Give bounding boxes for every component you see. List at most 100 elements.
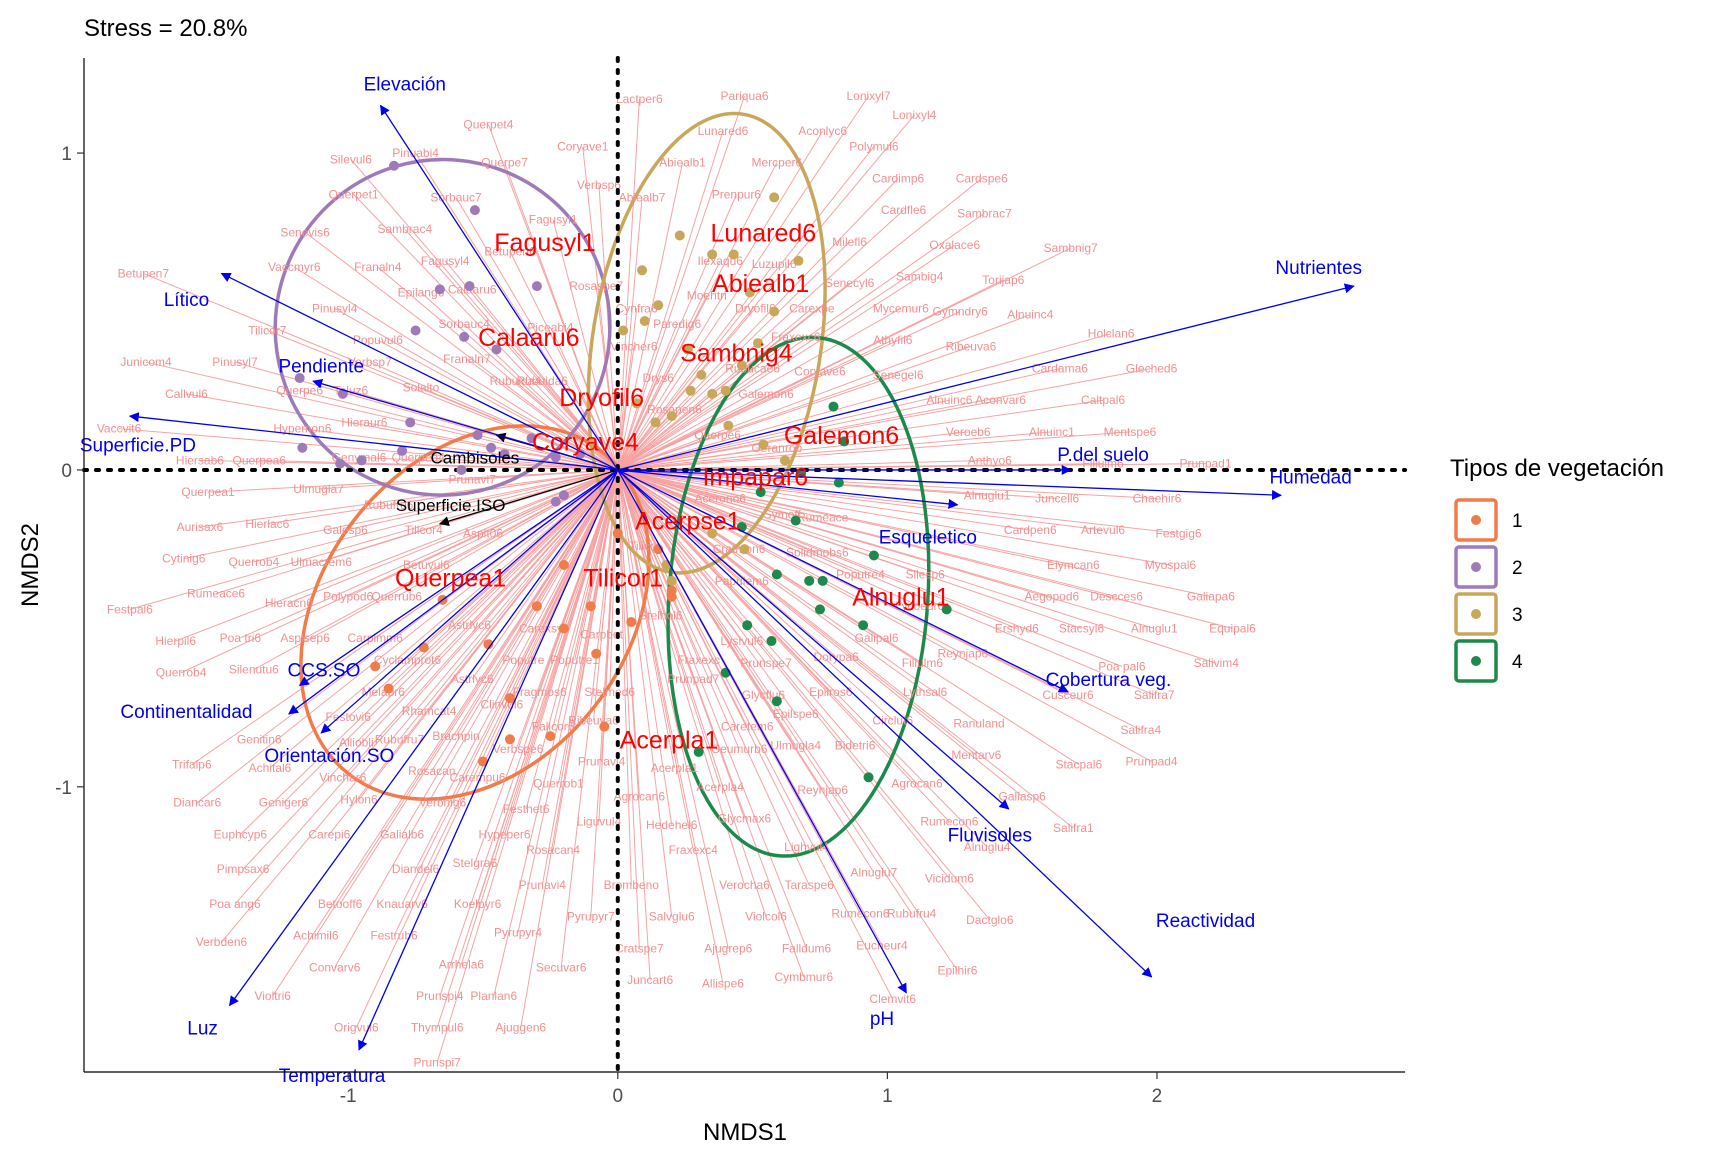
- group-2-point: [469, 205, 480, 216]
- species-label: Lighvul4: [784, 840, 829, 854]
- group-2-point: [558, 490, 569, 501]
- species-label: Dryofil6: [735, 301, 776, 315]
- species-label: Querpe6: [694, 428, 741, 442]
- species-line: [560, 469, 619, 968]
- species-line: [617, 469, 1074, 829]
- species-line: [382, 469, 619, 693]
- group-4-point: [796, 468, 807, 479]
- species-label: Astrlyc6: [451, 672, 494, 686]
- species-label: Querrob4: [228, 555, 279, 569]
- species-label: Lonixyl7: [846, 89, 890, 103]
- species-label: Querpea1: [181, 485, 235, 499]
- species-line: [334, 469, 619, 968]
- species-label: Papulem6: [715, 574, 769, 588]
- env-vector-arrow: [320, 469, 619, 734]
- species-line: [240, 469, 619, 835]
- species-line: [617, 469, 673, 825]
- species-label: Carepi6: [308, 827, 350, 841]
- species-label: Festrub6: [370, 929, 418, 943]
- species-label: Vinchar6: [319, 770, 366, 784]
- species-label: Salifra7: [1134, 688, 1175, 702]
- species-line: [269, 469, 619, 769]
- species-label: Stelgra6: [453, 856, 498, 870]
- env-vector-arrow: [617, 469, 1069, 693]
- group-3-point: [769, 192, 780, 203]
- species-label: Salifra1: [1053, 821, 1094, 835]
- species-label: Alnuglu4: [964, 840, 1011, 854]
- species-label: Sorbauc4: [438, 317, 490, 331]
- factor-vector-label: Superficie.ISO: [396, 496, 506, 515]
- species-label: Festgig6: [1156, 526, 1202, 540]
- species-line: [617, 469, 1158, 499]
- species-line: [234, 469, 619, 905]
- species-label: Bidetri6: [835, 739, 876, 753]
- species-label: Galiasp6: [998, 789, 1046, 803]
- species-label: Genitin6: [237, 732, 282, 746]
- species-line: [617, 469, 1080, 766]
- species-line: [294, 266, 619, 471]
- site-label: Tilicor1: [583, 565, 663, 593]
- species-line: [617, 469, 640, 949]
- group-2-point: [486, 442, 497, 453]
- species-line: [272, 469, 619, 997]
- group-4-point: [804, 575, 815, 586]
- species-line: [517, 469, 619, 933]
- species-label: Cusceur6: [1042, 688, 1094, 702]
- species-label: Ajugrep6: [704, 941, 752, 955]
- group-4-point: [817, 575, 828, 586]
- species-label: Piceabi4: [527, 320, 573, 334]
- species-label: Rubufru4: [887, 907, 937, 921]
- group-3-point: [739, 544, 750, 555]
- env-vector-arrow: [228, 469, 619, 1007]
- species-line: [207, 469, 618, 493]
- species-line: [393, 469, 619, 936]
- species-line: [334, 307, 619, 471]
- species-label: Brachpin: [432, 729, 479, 743]
- species-line: [196, 469, 619, 804]
- species-label: Popuvul6: [353, 333, 403, 347]
- species-label: Galemon6: [738, 387, 794, 401]
- env-vector-label: CCS.SO: [288, 661, 361, 682]
- species-label: Moehtri: [687, 289, 727, 303]
- species-line: [617, 130, 724, 471]
- species-line: [617, 393, 767, 471]
- species-label: Acerpla4: [697, 780, 745, 794]
- species-line: [617, 307, 813, 471]
- group-1-point: [666, 591, 677, 602]
- species-label: Hylon6: [340, 792, 378, 806]
- species-label: Chaehir6: [1133, 491, 1182, 505]
- group-1-point: [558, 560, 569, 570]
- species-label: Ershyd6: [995, 621, 1039, 635]
- group-1-point: [383, 683, 394, 694]
- group-3-point: [752, 338, 763, 349]
- species-label: Ranuland: [953, 716, 1004, 730]
- site-label: Alnuglu1: [852, 584, 949, 612]
- species-line: [617, 295, 708, 471]
- species-label: Festpal6: [107, 602, 153, 616]
- species-label: Lycoeur6: [895, 599, 944, 613]
- env-vector-label: Pendiente: [278, 356, 364, 377]
- species-line: [617, 469, 632, 886]
- species-label: Origvul6: [334, 1021, 379, 1035]
- env-vector-arrow: [617, 469, 1282, 500]
- species-label: Cardfle6: [881, 203, 927, 217]
- species-line: [525, 469, 619, 810]
- species-label: Lactper6: [616, 92, 663, 106]
- y-tick-label: -1: [55, 778, 72, 799]
- env-vector-arrow: [312, 378, 618, 471]
- species-label: Falldum6: [782, 941, 832, 955]
- species-line: [183, 469, 618, 560]
- species-label: Alliobli: [339, 735, 374, 749]
- species-label: Galesp6: [323, 523, 368, 537]
- species-label: Veroeb6: [946, 425, 991, 439]
- species-line: [283, 469, 619, 804]
- species-label: Asplsep6: [280, 631, 330, 645]
- group-2-point: [472, 430, 483, 441]
- species-label: Violcol6: [745, 910, 787, 924]
- species-line: [617, 469, 651, 981]
- group-3-point: [637, 265, 648, 276]
- species-label: Drys6: [643, 371, 675, 385]
- group-3-point: [666, 575, 677, 586]
- species-label: Querrob1: [533, 777, 584, 791]
- species-line: [439, 469, 619, 997]
